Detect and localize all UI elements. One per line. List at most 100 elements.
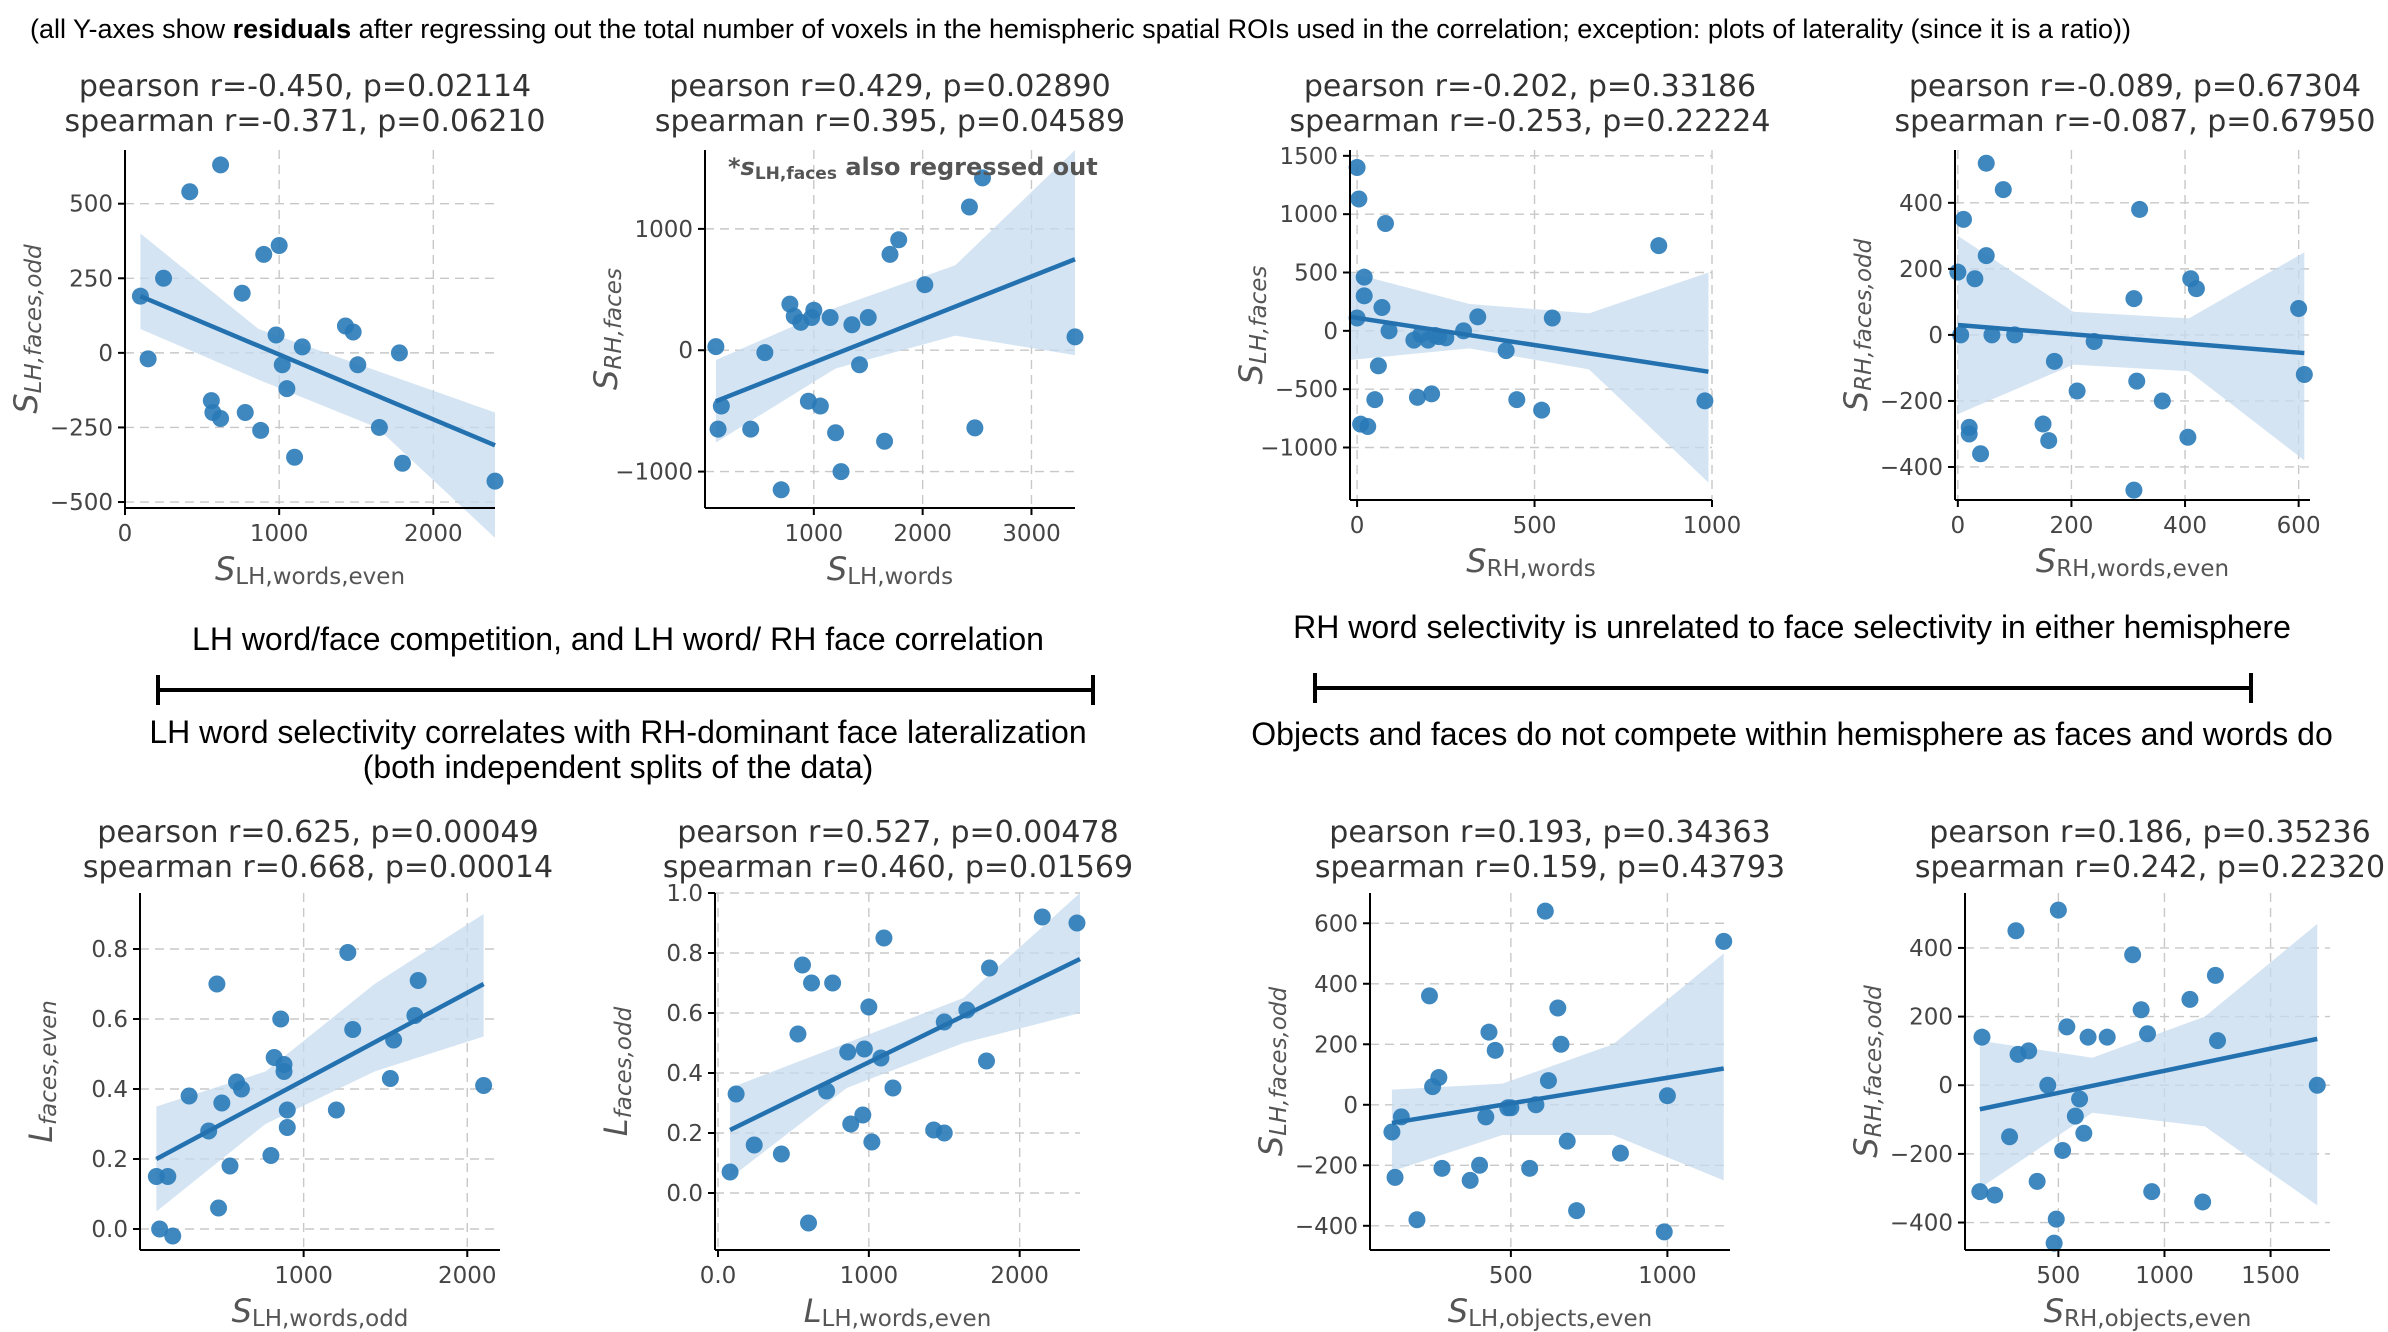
data-point	[2066, 1107, 2084, 1125]
y-tick-label: 600	[1314, 911, 1358, 937]
confidence-band	[715, 150, 1075, 443]
data-point	[2308, 1076, 2326, 1094]
data-point	[1486, 1041, 1504, 1059]
data-point	[977, 1052, 995, 1070]
scatter-panels: pearson r=-0.450, p=0.02114 spearman r=-0…	[7, 69, 2385, 1332]
y-tick-label: 0.2	[91, 1147, 128, 1173]
panel-note: *sLH,faces also regressed out	[728, 153, 1098, 184]
data-point	[803, 974, 821, 992]
data-point	[262, 1147, 280, 1164]
x-axis-label-main: S	[232, 1292, 252, 1330]
top-note-pre: (all Y-axes show	[30, 14, 233, 44]
data-point	[821, 308, 839, 326]
stat-line: spearman r=0.460, p=0.01569	[663, 850, 1133, 885]
data-point	[1983, 326, 2001, 344]
data-point	[267, 326, 285, 344]
x-tick-label: 1500	[2241, 1263, 2300, 1289]
y-tick-label: 0.6	[666, 1001, 703, 1027]
note-text: also regressed out	[837, 153, 1098, 181]
data-point	[475, 1077, 493, 1094]
data-point	[2039, 1076, 2057, 1094]
data-point	[278, 380, 296, 398]
bracket-right	[1313, 673, 2253, 703]
data-point	[212, 156, 230, 174]
data-point	[139, 350, 157, 368]
note-symbol: *s	[728, 153, 755, 181]
stat-line: pearson r=0.429, p=0.02890	[669, 69, 1110, 104]
data-point	[164, 1227, 182, 1245]
x-tick-label: 2000	[893, 521, 952, 547]
y-tick-label: −1000	[615, 460, 693, 486]
stat-line: pearson r=-0.089, p=0.67304	[1909, 69, 2361, 104]
regression-line	[1349, 314, 1709, 374]
data-point	[2047, 1210, 2065, 1228]
data-point	[1033, 908, 1051, 926]
x-tick-label: 400	[2163, 513, 2207, 539]
y-axis-label: SLH,faces,odd	[7, 244, 47, 414]
data-point	[832, 463, 850, 481]
data-point	[2020, 1042, 2038, 1060]
data-point	[394, 454, 411, 472]
x-axis-label: SRH,objects,even	[2044, 1292, 2252, 1332]
data-point	[2125, 290, 2143, 308]
data-point	[745, 1136, 763, 1154]
data-point	[1994, 181, 2012, 199]
y-axis-label: SLH,faces	[1232, 266, 1272, 385]
data-point	[881, 245, 899, 263]
x-tick-label: 1000	[1683, 513, 1742, 539]
data-point	[1408, 388, 1426, 406]
confidence-band	[1391, 953, 1724, 1181]
y-axis-label-main: S	[587, 370, 625, 390]
stat-line: pearson r=0.527, p=0.00478	[677, 815, 1118, 850]
data-point	[1973, 1028, 1991, 1046]
confidence-band	[140, 233, 495, 538]
y-tick-label: 0	[1323, 319, 1338, 345]
stat-line: spearman r=-0.253, p=0.22224	[1290, 104, 1771, 139]
stat-line: pearson r=0.186, p=0.35236	[1929, 815, 2370, 850]
data-point	[1423, 385, 1441, 403]
y-tick-label: 400	[1314, 972, 1358, 998]
data-point	[381, 1070, 399, 1087]
data-point	[1558, 1132, 1576, 1150]
data-point	[1952, 326, 1970, 344]
data-point	[2028, 1172, 2046, 1190]
data-point	[800, 1214, 818, 1232]
data-point	[2098, 1028, 2116, 1046]
data-point	[1650, 237, 1668, 255]
x-tick-label: 1000	[1638, 1263, 1697, 1289]
data-point	[1977, 247, 1995, 265]
x-tick-label: 1000	[785, 521, 844, 547]
data-point	[1348, 159, 1366, 176]
data-point	[1469, 308, 1487, 326]
data-point	[756, 344, 774, 362]
data-point	[151, 1220, 169, 1238]
data-point	[2034, 415, 2052, 433]
y-axis-label-sub: LH,faces,odd	[21, 244, 47, 393]
x-tick-label: 200	[2049, 513, 2093, 539]
regression-line	[1979, 1036, 2318, 1112]
data-point	[1521, 1159, 1539, 1177]
data-point	[1383, 1123, 1401, 1141]
data-point	[212, 410, 230, 427]
x-axis-label-sub: LH,words	[847, 564, 953, 590]
stat-line: pearson r=-0.450, p=0.02114	[79, 69, 531, 104]
data-point	[2128, 372, 2146, 390]
x-tick-label: 1000	[274, 1263, 333, 1289]
data-point	[1386, 1168, 1404, 1186]
section-title-left-bottom-2: (both independent splits of the data)	[363, 749, 874, 785]
x-tick-label: 1000	[840, 1263, 899, 1289]
regression-line	[715, 257, 1076, 404]
data-point	[327, 1101, 345, 1119]
data-point	[232, 1080, 250, 1098]
data-point	[855, 1040, 873, 1058]
data-point	[1655, 1223, 1673, 1241]
regression-line	[1391, 1066, 1725, 1126]
y-tick-label: 0.4	[91, 1077, 128, 1103]
y-axis-label-main: L	[22, 1125, 60, 1143]
data-point	[2131, 200, 2149, 218]
data-point	[709, 420, 727, 438]
y-tick-label: 0	[1928, 323, 1943, 349]
